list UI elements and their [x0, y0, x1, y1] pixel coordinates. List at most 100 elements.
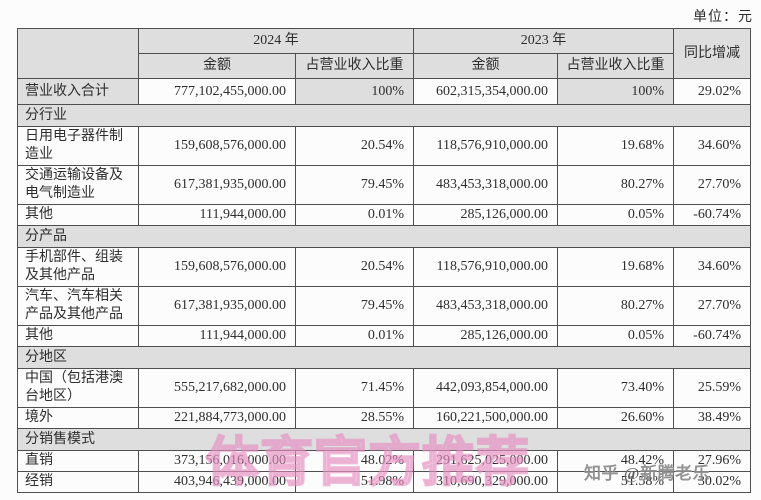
yoy-value: 29.02% [673, 78, 751, 105]
amount-2024: 111,944,000.00 [138, 325, 296, 347]
ratio-2023: 19.68% [557, 247, 674, 287]
yoy-value: -60.74% [673, 325, 751, 347]
amount-2024: 373,156,016,000.00 [138, 450, 296, 472]
ratio-2023: 26.60% [557, 407, 674, 429]
table-row: 交通运输设备及电气制造业 617,381,935,000.00 79.45% 483,… [17, 165, 751, 205]
amount-2024: 111,944,000.00 [138, 204, 296, 226]
amount-2024-header: 金额 [138, 53, 296, 79]
ratio-2024: 20.54% [295, 126, 414, 166]
ratio-2023: 19.68% [557, 126, 674, 166]
table-row: 汽车、汽车相关产品及其他产品 617,381,935,000.00 79.45% 48… [17, 286, 751, 326]
ratio-2024: 100% [295, 78, 414, 105]
amount-2024: 777,102,455,000.00 [138, 78, 296, 105]
table-row: 其他 111,944,000.00 0.01% 285,126,000.00 0.05%… [17, 204, 751, 226]
ratio-2023: 0.05% [557, 325, 674, 347]
section-row: 分行业 [17, 104, 751, 127]
ratio-2024-header: 占营业收入比重 [295, 53, 414, 79]
amount-2023: 160,221,500,000.00 [413, 407, 558, 429]
row-label: 直销 [17, 450, 139, 472]
amount-2024: 221,884,773,000.00 [138, 407, 296, 429]
section-row: 分地区 [17, 346, 751, 369]
table-row: 其他 111,944,000.00 0.01% 285,126,000.00 0.05%… [17, 325, 751, 347]
amount-2024: 159,608,576,000.00 [138, 126, 296, 166]
table-body: 营业收入合计 777,102,455,000.00 100% 602,315,354,… [17, 78, 751, 493]
ratio-2023: 48.42% [557, 450, 674, 472]
amount-2024: 159,608,576,000.00 [138, 247, 296, 287]
amount-2024: 403,946,439,000.00 [138, 471, 296, 493]
table-row: 营业收入合计 777,102,455,000.00 100% 602,315,354,… [17, 78, 751, 105]
ratio-2023: 73.40% [557, 368, 674, 408]
row-label: 中国（包括港澳台地区） [17, 368, 139, 408]
revenue-breakdown-table: 2024 年 2023 年 同比增减 金额 占营业收入比重 金额 占营业收入比重… [17, 28, 751, 493]
ratio-2024: 79.45% [295, 286, 414, 326]
section-label: 分产品 [17, 225, 751, 248]
ratio-2024: 0.01% [295, 204, 414, 226]
section-label: 分地区 [17, 346, 751, 369]
yoy-value: 34.60% [673, 126, 751, 166]
yoy-value: 25.59% [673, 368, 751, 408]
table-row: 经销 403,946,439,000.00 51.98% 310,690,329,00… [17, 471, 751, 493]
amount-2024: 555,217,682,000.00 [138, 368, 296, 408]
yoy-value: 34.60% [673, 247, 751, 287]
ratio-2023-header: 占营业收入比重 [557, 53, 674, 79]
amount-2023: 483,453,318,000.00 [413, 286, 558, 326]
row-label: 营业收入合计 [17, 78, 139, 105]
yoy-header: 同比增减 [673, 28, 751, 79]
table-row: 手机部件、组装及其他产品 159,608,576,000.00 20.54% 118,… [17, 247, 751, 287]
amount-2023: 483,453,318,000.00 [413, 165, 558, 205]
ratio-2023: 51.58% [557, 471, 674, 493]
row-label: 其他 [17, 325, 139, 347]
amount-2023: 285,126,000.00 [413, 204, 558, 226]
yoy-value: -60.74% [673, 204, 751, 226]
yoy-value: 38.49% [673, 407, 751, 429]
table-row: 中国（包括港澳台地区） 555,217,682,000.00 71.45% 442,0… [17, 368, 751, 408]
yoy-value: 30.02% [673, 471, 751, 493]
amount-2023: 118,576,910,000.00 [413, 247, 558, 287]
yoy-value: 27.70% [673, 286, 751, 326]
amount-2024: 617,381,935,000.00 [138, 165, 296, 205]
ratio-2024: 28.55% [295, 407, 414, 429]
ratio-2023: 0.05% [557, 204, 674, 226]
amount-2023: 291,625,025,000.00 [413, 450, 558, 472]
row-label: 其他 [17, 204, 139, 226]
amount-2023: 602,315,354,000.00 [413, 78, 558, 105]
table-row: 直销 373,156,016,000.00 48.02% 291,625,025,00… [17, 450, 751, 472]
row-label: 汽车、汽车相关产品及其他产品 [17, 286, 139, 326]
ratio-2024: 51.98% [295, 471, 414, 493]
yoy-value: 27.70% [673, 165, 751, 205]
table-row: 境外 221,884,773,000.00 28.55% 160,221,500,00… [17, 407, 751, 429]
amount-2023: 118,576,910,000.00 [413, 126, 558, 166]
row-label: 日用电子器件制造业 [17, 126, 139, 166]
ratio-2023: 80.27% [557, 165, 674, 205]
amount-2023-header: 金额 [413, 53, 558, 79]
amount-2023: 442,093,854,000.00 [413, 368, 558, 408]
section-label: 分销售模式 [17, 428, 751, 451]
yoy-value: 27.96% [673, 450, 751, 472]
section-row: 分销售模式 [17, 428, 751, 451]
ratio-2024: 48.02% [295, 450, 414, 472]
row-label: 经销 [17, 471, 139, 493]
header-row-years: 2024 年 2023 年 同比增减 [17, 28, 751, 79]
ratio-2024: 71.45% [295, 368, 414, 408]
amount-2023: 310,690,329,000.00 [413, 471, 558, 493]
section-label: 分行业 [17, 104, 751, 127]
row-label: 交通运输设备及电气制造业 [17, 165, 139, 205]
ratio-2024: 20.54% [295, 247, 414, 287]
table-row: 日用电子器件制造业 159,608,576,000.00 20.54% 118,576… [17, 126, 751, 166]
ratio-2024: 79.45% [295, 165, 414, 205]
corner-cell [17, 28, 139, 79]
table-header: 2024 年 2023 年 同比增减 金额 占营业收入比重 金额 占营业收入比重 [17, 28, 751, 79]
section-row: 分产品 [17, 225, 751, 248]
amount-2024: 617,381,935,000.00 [138, 286, 296, 326]
year-2023-header: 2023 年 [413, 28, 674, 54]
ratio-2023: 100% [557, 78, 674, 105]
year-2024-header: 2024 年 [138, 28, 414, 54]
ratio-2024: 0.01% [295, 325, 414, 347]
unit-label: 单位：元 [693, 10, 753, 25]
row-label: 手机部件、组装及其他产品 [17, 247, 139, 287]
amount-2023: 285,126,000.00 [413, 325, 558, 347]
header-row-measures: 金额 占营业收入比重 金额 占营业收入比重 [18, 53, 751, 79]
ratio-2023: 80.27% [557, 286, 674, 326]
row-label: 境外 [17, 407, 139, 429]
